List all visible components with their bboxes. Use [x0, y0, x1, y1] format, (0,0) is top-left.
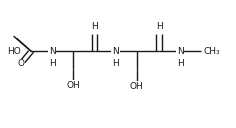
Text: OH: OH: [130, 82, 144, 91]
Text: OH: OH: [67, 81, 80, 90]
Text: H: H: [49, 60, 56, 68]
Text: O: O: [17, 60, 24, 68]
Text: O: O: [91, 24, 98, 33]
Text: N: N: [177, 47, 184, 56]
Text: H: H: [112, 60, 119, 68]
Text: HO: HO: [7, 47, 21, 56]
Text: O: O: [156, 24, 163, 33]
Text: H: H: [156, 22, 162, 30]
Text: H: H: [91, 22, 98, 30]
Text: N: N: [49, 47, 56, 56]
Text: CH₃: CH₃: [204, 47, 220, 56]
Text: N: N: [112, 47, 119, 56]
Text: H: H: [177, 60, 184, 68]
